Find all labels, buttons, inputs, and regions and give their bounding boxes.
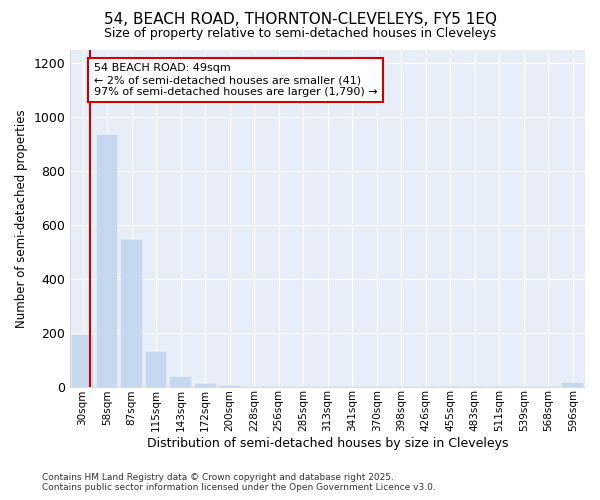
Text: Size of property relative to semi-detached houses in Cleveleys: Size of property relative to semi-detach…	[104, 28, 496, 40]
Bar	[562, 384, 583, 386]
Text: Contains HM Land Registry data © Crown copyright and database right 2025.
Contai: Contains HM Land Registry data © Crown c…	[42, 473, 436, 492]
X-axis label: Distribution of semi-detached houses by size in Cleveleys: Distribution of semi-detached houses by …	[147, 437, 508, 450]
Y-axis label: Number of semi-detached properties: Number of semi-detached properties	[15, 109, 28, 328]
Text: 54, BEACH ROAD, THORNTON-CLEVELEYS, FY5 1EQ: 54, BEACH ROAD, THORNTON-CLEVELEYS, FY5 …	[104, 12, 497, 28]
Bar	[194, 384, 215, 386]
Bar	[121, 240, 142, 386]
Bar	[72, 334, 93, 386]
Bar	[146, 352, 166, 386]
Text: 54 BEACH ROAD: 49sqm
← 2% of semi-detached houses are smaller (41)
97% of semi-d: 54 BEACH ROAD: 49sqm ← 2% of semi-detach…	[94, 64, 377, 96]
Bar	[97, 135, 118, 386]
Bar	[170, 376, 191, 386]
